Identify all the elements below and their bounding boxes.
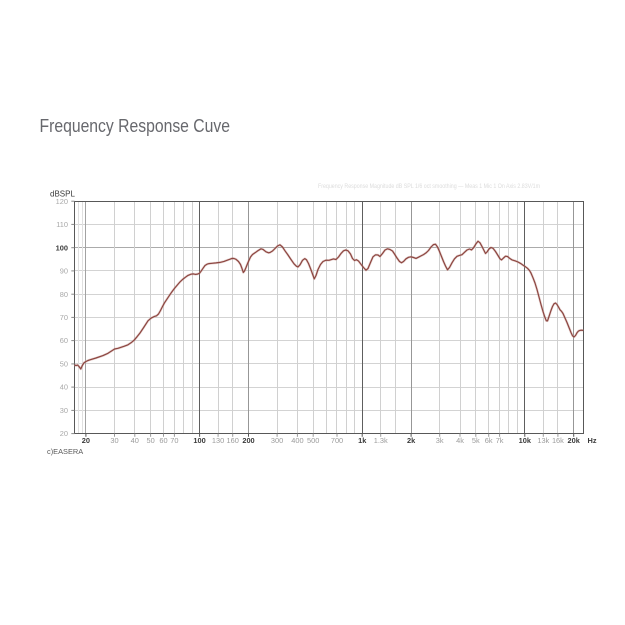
svg-text:30: 30 [110, 436, 118, 445]
svg-text:70: 70 [170, 436, 178, 445]
svg-text:20: 20 [82, 436, 90, 445]
svg-text:3k: 3k [436, 436, 444, 445]
svg-text:6k: 6k [485, 436, 493, 445]
svg-text:30: 30 [60, 406, 68, 415]
svg-text:40: 40 [60, 383, 68, 392]
svg-text:80: 80 [60, 290, 68, 299]
svg-text:100: 100 [56, 243, 68, 252]
svg-text:120: 120 [56, 197, 68, 206]
svg-text:500: 500 [307, 436, 319, 445]
svg-text:1k: 1k [358, 436, 367, 445]
svg-text:4k: 4k [456, 436, 464, 445]
svg-text:Hz: Hz [588, 436, 597, 445]
svg-text:5k: 5k [472, 436, 480, 445]
svg-text:50: 50 [146, 436, 154, 445]
svg-text:c)EASERA: c)EASERA [47, 447, 83, 456]
svg-text:60: 60 [159, 436, 167, 445]
svg-text:400: 400 [291, 436, 303, 445]
svg-text:300: 300 [271, 436, 283, 445]
svg-text:16k: 16k [552, 436, 564, 445]
svg-text:40: 40 [131, 436, 139, 445]
svg-text:Frequency Response Cuve: Frequency Response Cuve [40, 115, 231, 136]
svg-text:160: 160 [227, 436, 239, 445]
svg-text:20k: 20k [568, 436, 581, 445]
svg-text:Frequency Response Magnitude d: Frequency Response Magnitude dB SPL 1/6 … [318, 183, 540, 190]
svg-text:50: 50 [60, 360, 68, 369]
svg-text:90: 90 [60, 267, 68, 276]
svg-text:200: 200 [242, 436, 254, 445]
svg-text:1.3k: 1.3k [374, 436, 388, 445]
svg-text:7k: 7k [496, 436, 504, 445]
svg-text:130: 130 [212, 436, 224, 445]
svg-text:70: 70 [60, 313, 68, 322]
svg-text:13k: 13k [537, 436, 549, 445]
svg-text:700: 700 [331, 436, 343, 445]
svg-text:10k: 10k [519, 436, 532, 445]
svg-text:20: 20 [60, 429, 68, 438]
svg-text:2k: 2k [407, 436, 416, 445]
svg-text:110: 110 [56, 220, 68, 229]
svg-text:dBSPL: dBSPL [50, 190, 75, 199]
svg-text:100: 100 [193, 436, 205, 445]
svg-text:60: 60 [60, 336, 68, 345]
